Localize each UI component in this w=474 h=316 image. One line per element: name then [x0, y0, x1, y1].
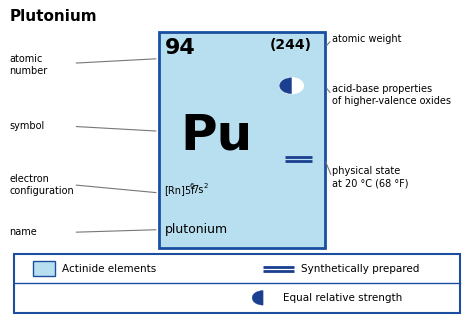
Text: physical state
at 20 °C (68 °F): physical state at 20 °C (68 °F)	[332, 166, 408, 188]
Wedge shape	[252, 291, 263, 305]
Text: Plutonium: Plutonium	[9, 9, 97, 24]
Circle shape	[280, 78, 303, 94]
Text: 6: 6	[189, 183, 193, 189]
Text: name: name	[9, 227, 37, 237]
Text: 94: 94	[164, 38, 195, 58]
Wedge shape	[280, 78, 292, 94]
Bar	[33, 261, 55, 276]
Text: atomic
number: atomic number	[9, 54, 48, 76]
Text: Synthetically prepared: Synthetically prepared	[301, 264, 419, 274]
Text: [Rn]5f: [Rn]5f	[164, 185, 195, 195]
Bar	[14, 254, 460, 313]
Text: symbol: symbol	[9, 121, 45, 131]
Text: plutonium: plutonium	[164, 223, 228, 236]
Text: 7s: 7s	[192, 185, 204, 195]
Text: 2: 2	[203, 183, 208, 189]
Bar	[159, 32, 325, 248]
Text: acid-base properties
of higher-valence oxides: acid-base properties of higher-valence o…	[332, 84, 451, 106]
Circle shape	[252, 291, 274, 305]
Text: Actinide elements: Actinide elements	[62, 264, 156, 274]
Text: Equal relative strength: Equal relative strength	[283, 293, 403, 303]
Text: (244): (244)	[270, 38, 312, 52]
Text: atomic weight: atomic weight	[332, 34, 401, 45]
Text: Pu: Pu	[181, 112, 253, 160]
Text: electron
configuration: electron configuration	[9, 174, 74, 196]
